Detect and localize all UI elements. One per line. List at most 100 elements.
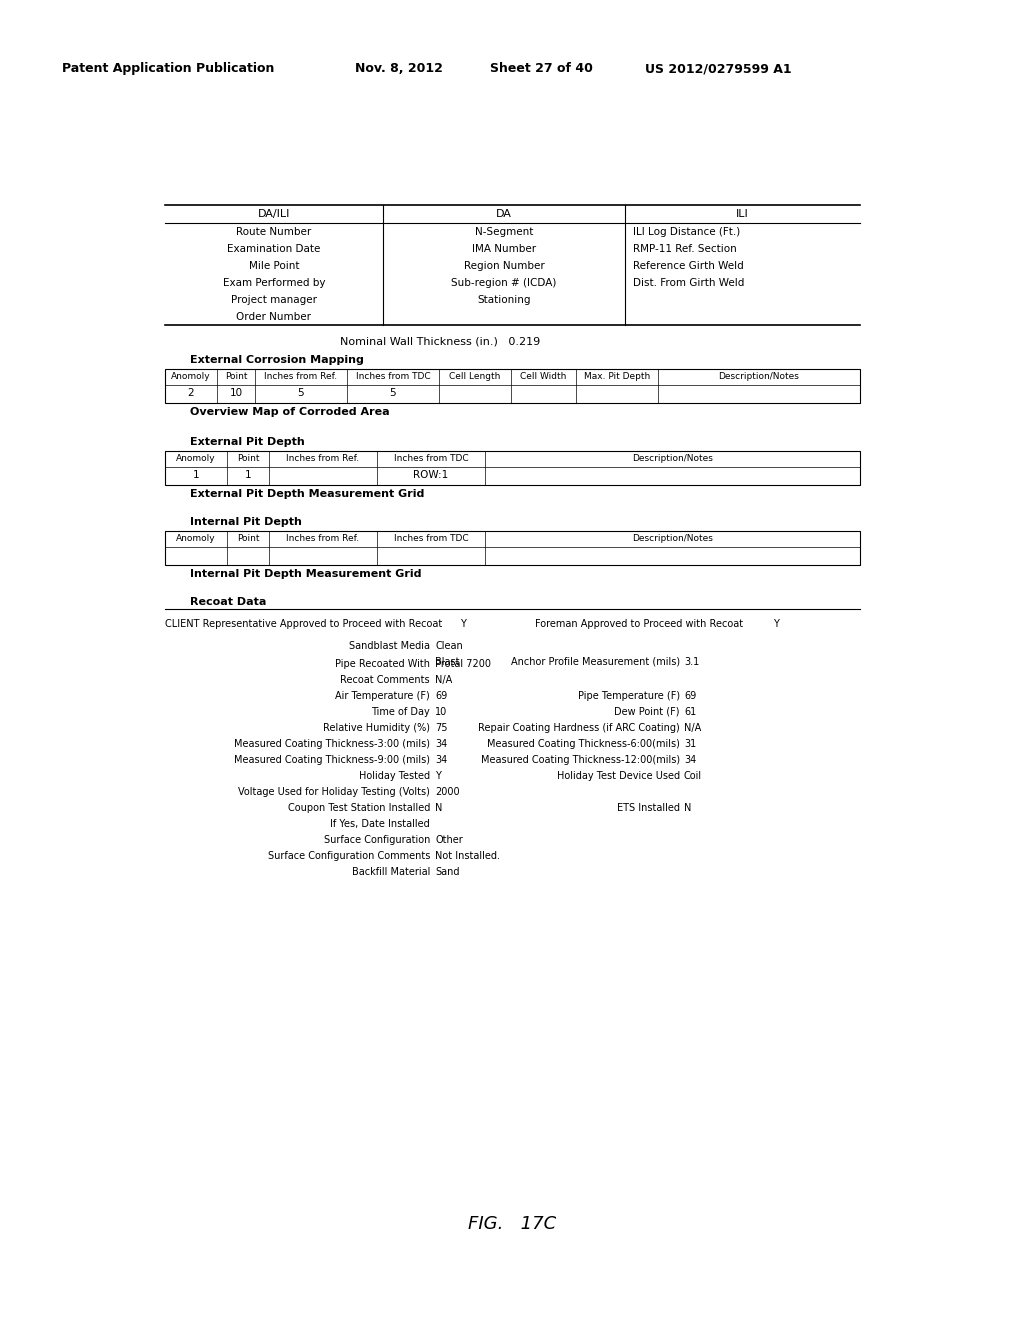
Text: External Pit Depth: External Pit Depth [190,437,305,447]
Text: Measured Coating Thickness-6:00(mils): Measured Coating Thickness-6:00(mils) [487,739,680,748]
Bar [165,451,860,484]
Text: Internal Pit Depth: Internal Pit Depth [190,517,302,527]
Text: Measured Coating Thickness-9:00 (mils): Measured Coating Thickness-9:00 (mils) [234,755,430,766]
Text: RMP-11 Ref. Section: RMP-11 Ref. Section [633,244,736,253]
Bar [165,531,860,565]
Text: Y: Y [435,771,441,781]
Text: Relative Humidity (%): Relative Humidity (%) [323,723,430,733]
Text: Anomoly: Anomoly [176,454,216,463]
Text: Point: Point [237,535,259,543]
Text: N/A: N/A [684,723,701,733]
Text: Description/Notes: Description/Notes [632,454,713,463]
Text: N: N [684,803,691,813]
Text: ILI: ILI [736,209,749,219]
Text: Measured Coating Thickness-12:00(mils): Measured Coating Thickness-12:00(mils) [481,755,680,766]
Text: Description/Notes: Description/Notes [632,535,713,543]
Text: Protal 7200: Protal 7200 [435,659,490,669]
Text: Sheet 27 of 40: Sheet 27 of 40 [490,62,593,75]
Text: 2000: 2000 [435,787,460,797]
Text: N/A: N/A [435,675,453,685]
Text: External Corrosion Mapping: External Corrosion Mapping [190,355,364,366]
Text: Nominal Wall Thickness (in.)   0.219: Nominal Wall Thickness (in.) 0.219 [340,337,541,347]
Text: Description/Notes: Description/Notes [719,372,800,381]
Text: Backfill Material: Backfill Material [351,867,430,876]
Text: Order Number: Order Number [237,312,311,322]
Text: Recoat Comments: Recoat Comments [340,675,430,685]
Text: Blast: Blast [435,657,460,667]
Text: Y: Y [773,619,779,630]
Text: 34: 34 [435,755,447,766]
Text: 5: 5 [298,388,304,399]
Text: Holiday Tested: Holiday Tested [358,771,430,781]
Text: Dew Point (F): Dew Point (F) [614,708,680,717]
Text: N-Segment: N-Segment [475,227,534,238]
Text: 69: 69 [435,690,447,701]
Text: ROW:1: ROW:1 [414,470,449,480]
Text: Other: Other [435,836,463,845]
Text: 61: 61 [684,708,696,717]
Text: Surface Configuration: Surface Configuration [324,836,430,845]
Text: Project manager: Project manager [231,294,317,305]
Text: 1: 1 [193,470,200,480]
Text: Inches from TDC: Inches from TDC [355,372,430,381]
Text: Patent Application Publication: Patent Application Publication [62,62,274,75]
Text: If Yes, Date Installed: If Yes, Date Installed [331,818,430,829]
Text: Point: Point [237,454,259,463]
Text: N: N [435,803,442,813]
Text: 1: 1 [245,470,251,480]
Text: Foreman Approved to Proceed with Recoat: Foreman Approved to Proceed with Recoat [535,619,743,630]
Text: Internal Pit Depth Measurement Grid: Internal Pit Depth Measurement Grid [190,569,422,579]
Text: Coupon Test Station Installed: Coupon Test Station Installed [288,803,430,813]
Text: Nov. 8, 2012: Nov. 8, 2012 [355,62,442,75]
Text: CLIENT Representative Approved to Proceed with Recoat: CLIENT Representative Approved to Procee… [165,619,442,630]
Text: Surface Configuration Comments: Surface Configuration Comments [267,851,430,861]
Text: Voltage Used for Holiday Testing (Volts): Voltage Used for Holiday Testing (Volts) [239,787,430,797]
Text: Max. Pit Depth: Max. Pit Depth [584,372,650,381]
Text: Recoat Data: Recoat Data [190,597,266,607]
Text: Clean: Clean [435,642,463,651]
Text: Repair Coating Hardness (if ARC Coating): Repair Coating Hardness (if ARC Coating) [478,723,680,733]
Text: Dist. From Girth Weld: Dist. From Girth Weld [633,279,744,288]
Text: DA: DA [496,209,512,219]
Text: Sand: Sand [435,867,460,876]
Text: DA/ILI: DA/ILI [258,209,290,219]
Text: Inches from TDC: Inches from TDC [393,454,468,463]
Text: Stationing: Stationing [477,294,530,305]
Text: Route Number: Route Number [237,227,311,238]
Text: Anchor Profile Measurement (mils): Anchor Profile Measurement (mils) [511,657,680,667]
Text: Mile Point: Mile Point [249,261,299,271]
Bar [165,370,860,403]
Text: 31: 31 [684,739,696,748]
Text: Inches from Ref.: Inches from Ref. [287,535,359,543]
Text: 69: 69 [684,690,696,701]
Text: Anomoly: Anomoly [171,372,211,381]
Text: US 2012/0279599 A1: US 2012/0279599 A1 [645,62,792,75]
Text: Time of Day: Time of Day [372,708,430,717]
Text: Reference Girth Weld: Reference Girth Weld [633,261,743,271]
Text: Coil: Coil [684,771,702,781]
Text: External Pit Depth Measurement Grid: External Pit Depth Measurement Grid [190,488,424,499]
Text: Cell Width: Cell Width [520,372,566,381]
Text: Not Installed.: Not Installed. [435,851,500,861]
Text: 2: 2 [187,388,195,399]
Text: Anomoly: Anomoly [176,535,216,543]
Text: IMA Number: IMA Number [472,244,536,253]
Text: 10: 10 [435,708,447,717]
Text: Inches from Ref.: Inches from Ref. [264,372,338,381]
Text: Inches from Ref.: Inches from Ref. [287,454,359,463]
Text: Pipe Recoated With: Pipe Recoated With [335,659,430,669]
Text: Sub-region # (ICDA): Sub-region # (ICDA) [452,279,557,288]
Text: 34: 34 [684,755,696,766]
Text: Overview Map of Corroded Area: Overview Map of Corroded Area [190,407,389,417]
Text: Holiday Test Device Used: Holiday Test Device Used [557,771,680,781]
Text: ILI Log Distance (Ft.): ILI Log Distance (Ft.) [633,227,740,238]
Text: FIG.   17C: FIG. 17C [468,1214,556,1233]
Text: 75: 75 [435,723,447,733]
Text: ETS Installed: ETS Installed [617,803,680,813]
Text: Air Temperature (F): Air Temperature (F) [335,690,430,701]
Text: Sandblast Media: Sandblast Media [349,642,430,651]
Text: 34: 34 [435,739,447,748]
Text: 10: 10 [229,388,243,399]
Text: Examination Date: Examination Date [227,244,321,253]
Text: Region Number: Region Number [464,261,545,271]
